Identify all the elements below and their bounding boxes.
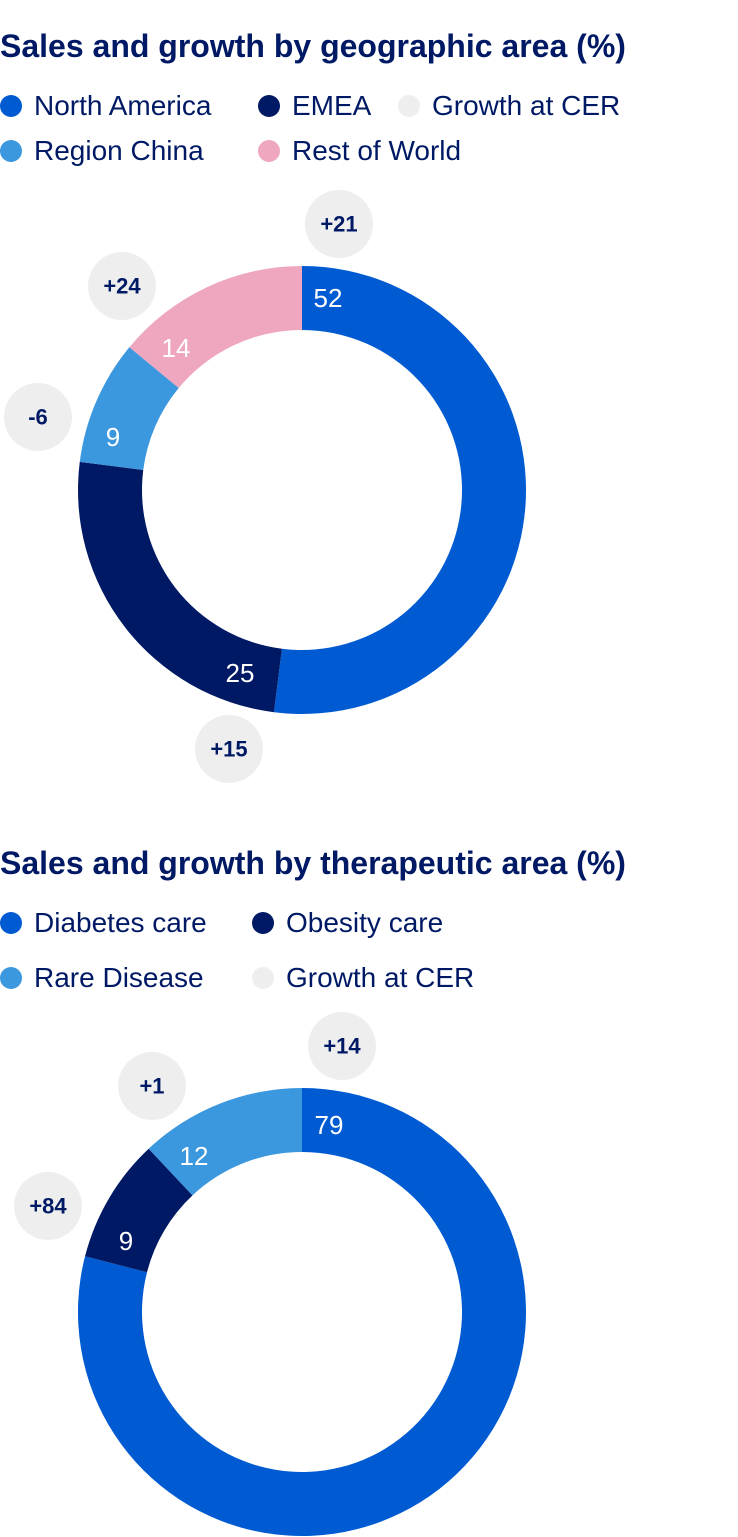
rest-of-world-swatch — [258, 140, 280, 162]
donut-segment-rare-disease — [148, 1088, 302, 1196]
legend-label: Region China — [34, 135, 204, 166]
obesity-care-swatch — [252, 912, 274, 934]
growth-bubble-rare-disease — [118, 1052, 186, 1120]
donut-segment-north-america — [273, 266, 526, 714]
growth-bubble-north-america — [305, 190, 373, 258]
legend-label: Growth at CER — [286, 962, 475, 993]
legend-label: EMEA — [292, 90, 372, 121]
value-label-emea: 25 — [226, 658, 255, 688]
legend-label: Rare Disease — [34, 962, 204, 993]
value-label-north-america: 52 — [314, 283, 343, 313]
legend-item-obesity-care: Obesity care — [252, 907, 443, 939]
geo-chart-title: Sales and growth by geographic area (%) — [0, 28, 626, 64]
growth-label-obesity-care: +84 — [29, 1194, 67, 1219]
legend-item-growth-at-cer: Growth at CER — [252, 962, 474, 994]
legend-label: North America — [34, 90, 212, 121]
value-label-region-china: 9 — [106, 422, 120, 452]
emea-swatch — [258, 95, 280, 117]
ther-donut-chart: 79 +14 9 +84 12 +1 — [14, 1012, 526, 1536]
diabetes-care-swatch — [0, 912, 22, 934]
value-label-obesity-care: 9 — [119, 1226, 133, 1256]
value-label-rest-of-world: 14 — [162, 333, 191, 363]
growth-label-rest-of-world: +24 — [103, 274, 141, 299]
growth-bubble-obesity-care — [14, 1172, 82, 1240]
growth-bubble-rest-of-world — [88, 252, 156, 320]
growth-bubble-diabetes-care — [308, 1012, 376, 1080]
growth-at-cer-swatch — [398, 95, 420, 117]
value-label-rare-disease: 12 — [180, 1141, 209, 1171]
donut-segment-region-china — [79, 347, 179, 470]
growth-at-cer-swatch — [252, 967, 274, 989]
legend-label: Obesity care — [286, 907, 444, 938]
legend-label: Diabetes care — [34, 907, 207, 938]
growth-label-region-china: -6 — [28, 405, 48, 430]
growth-bubble-region-china — [4, 383, 72, 451]
legend-item-rest-of-world: Rest of World — [258, 135, 461, 167]
donut-segment-emea — [78, 461, 282, 713]
legend-item-region-china: Region China — [0, 135, 204, 167]
legend-item-growth-at-cer: Growth at CER — [398, 90, 620, 122]
growth-label-north-america: +21 — [320, 212, 357, 237]
legend-label: Rest of World — [292, 135, 462, 166]
legend-item-emea: EMEA — [258, 90, 371, 122]
value-label-diabetes-care: 79 — [315, 1110, 344, 1140]
rare-disease-swatch — [0, 967, 22, 989]
legend-item-rare-disease: Rare Disease — [0, 962, 204, 994]
legend-item-diabetes-care: Diabetes care — [0, 907, 207, 939]
donut-segment-obesity-care — [85, 1148, 193, 1273]
ther-chart-title: Sales and growth by therapeutic area (%) — [0, 845, 626, 881]
region-china-swatch — [0, 140, 22, 162]
legend-label: Growth at CER — [432, 90, 621, 121]
growth-label-diabetes-care: +14 — [323, 1034, 361, 1059]
growth-label-emea: +15 — [210, 737, 247, 762]
north-america-swatch — [0, 95, 22, 117]
legend-item-north-america: North America — [0, 90, 211, 122]
geo-donut-chart: 52 +21 25 +15 9 -6 14 +24 — [4, 190, 526, 783]
growth-bubble-emea — [195, 715, 263, 783]
donut-segment-rest-of-world — [129, 266, 302, 389]
growth-label-rare-disease: +1 — [139, 1074, 164, 1099]
